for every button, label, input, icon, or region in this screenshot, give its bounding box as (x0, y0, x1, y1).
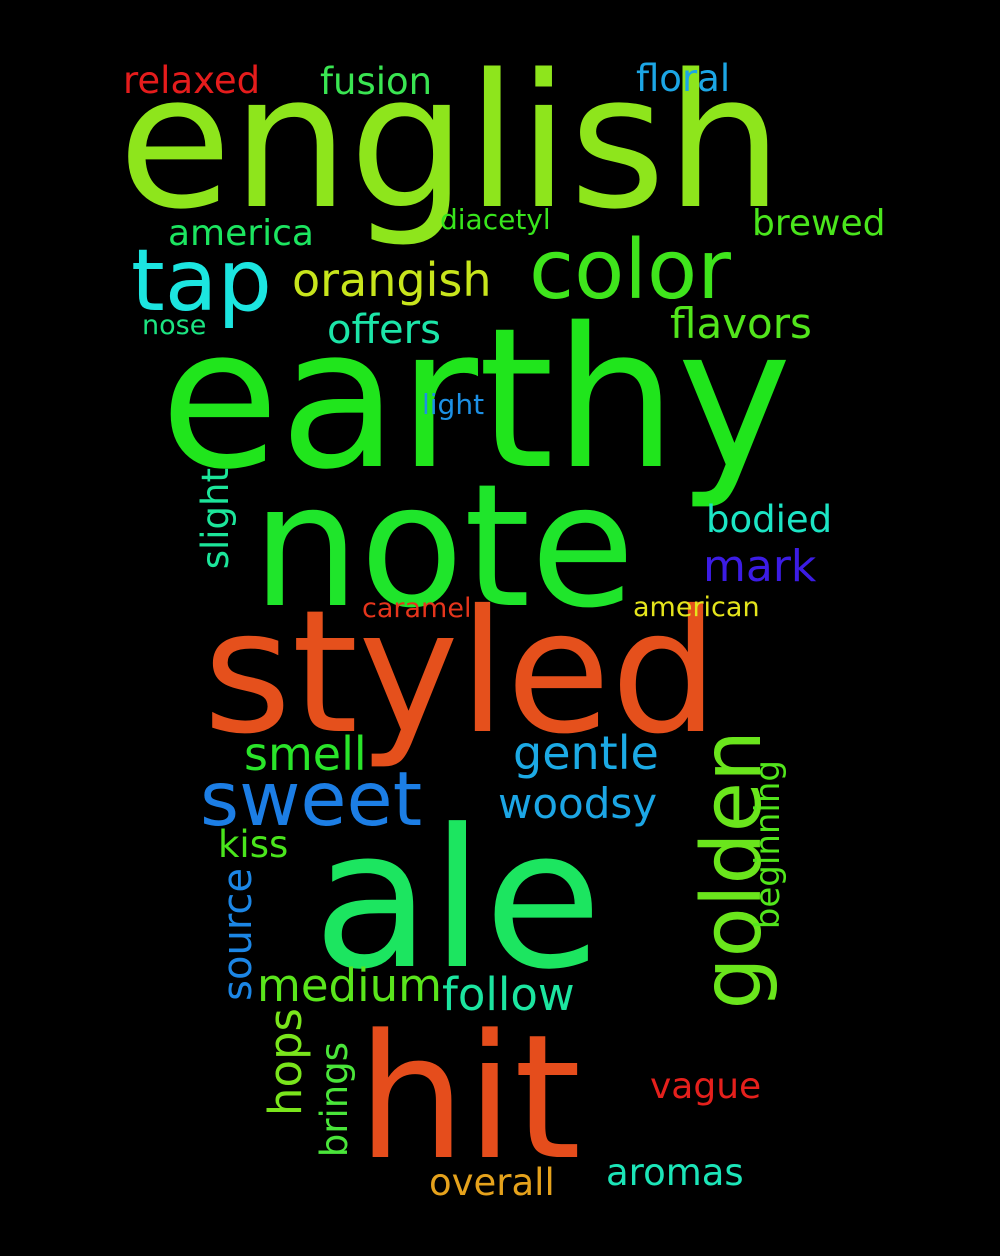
word-diacetyl: diacetyl (440, 203, 551, 236)
word-mark: mark (703, 541, 817, 592)
word-beginning: beginning (748, 760, 788, 930)
word-note: note (252, 448, 635, 646)
word-america: america (168, 213, 314, 254)
word-english: english (118, 34, 783, 250)
word-bodied: bodied (706, 498, 833, 541)
word-aromas: aromas (606, 1151, 744, 1194)
word-ale: ale (313, 789, 603, 1012)
word-hops: hops (259, 1008, 312, 1117)
word-sweet: sweet (200, 755, 423, 843)
word-caramel: caramel (362, 593, 472, 624)
word-light: light (422, 388, 485, 421)
word-brings: brings (313, 1042, 356, 1158)
word-vague: vague (650, 1066, 762, 1107)
word-flavors: flavors (670, 299, 812, 348)
word-slight: slight (194, 468, 237, 570)
word-gentle: gentle (513, 726, 659, 780)
word-overall: overall (429, 1161, 555, 1204)
word-brewed: brewed (752, 203, 886, 244)
word-orangish: orangish (292, 253, 492, 307)
word-offers: offers (327, 307, 441, 353)
word-tap: tap (131, 231, 273, 331)
word-follow: follow (442, 968, 575, 1021)
word-fusion: fusion (320, 60, 433, 103)
word-styled: styled (203, 574, 719, 772)
word-woodsy: woodsy (498, 779, 658, 828)
word-floral: floral (636, 57, 731, 100)
word-earthy: earthy (160, 286, 792, 512)
word-nose: nose (142, 310, 207, 341)
word-kiss: kiss (218, 823, 289, 866)
word-source: source (215, 868, 261, 1001)
word-color: color (529, 223, 731, 318)
word-medium: medium (257, 959, 442, 1012)
word-american: american (633, 592, 760, 623)
word-relaxed: relaxed (123, 59, 261, 102)
word-hit: hit (357, 997, 582, 1198)
word-smell: smell (244, 727, 367, 781)
